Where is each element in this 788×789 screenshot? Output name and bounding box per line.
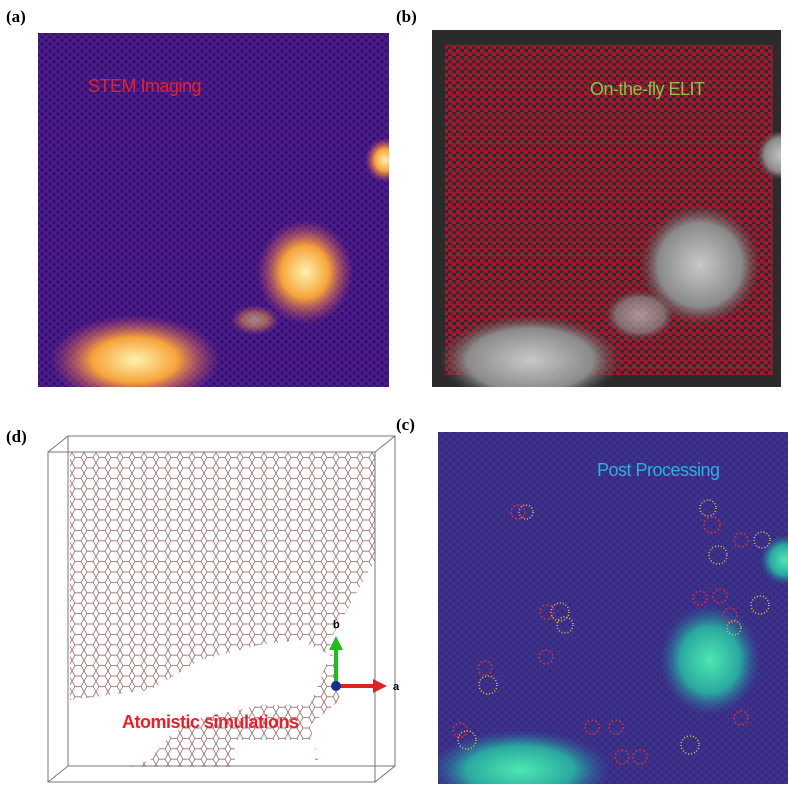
axis-label: b (333, 619, 340, 631)
panel-caption: On-the-fly ELIT (590, 79, 705, 99)
panel-caption: Post Processing (597, 460, 720, 480)
post-image (430, 432, 788, 784)
panel-caption: Atomistic simulations (122, 712, 299, 732)
axis-label: a (393, 681, 400, 693)
panel-label: (b) (396, 7, 417, 26)
figure: (a) STEM Imaging (b) On-the-fly ELIT b a… (0, 0, 788, 784)
panel-label: (c) (396, 415, 415, 434)
panel-caption: STEM Imaging (88, 76, 201, 96)
panel-label: (d) (6, 427, 27, 446)
panel-label: (a) (6, 7, 26, 26)
